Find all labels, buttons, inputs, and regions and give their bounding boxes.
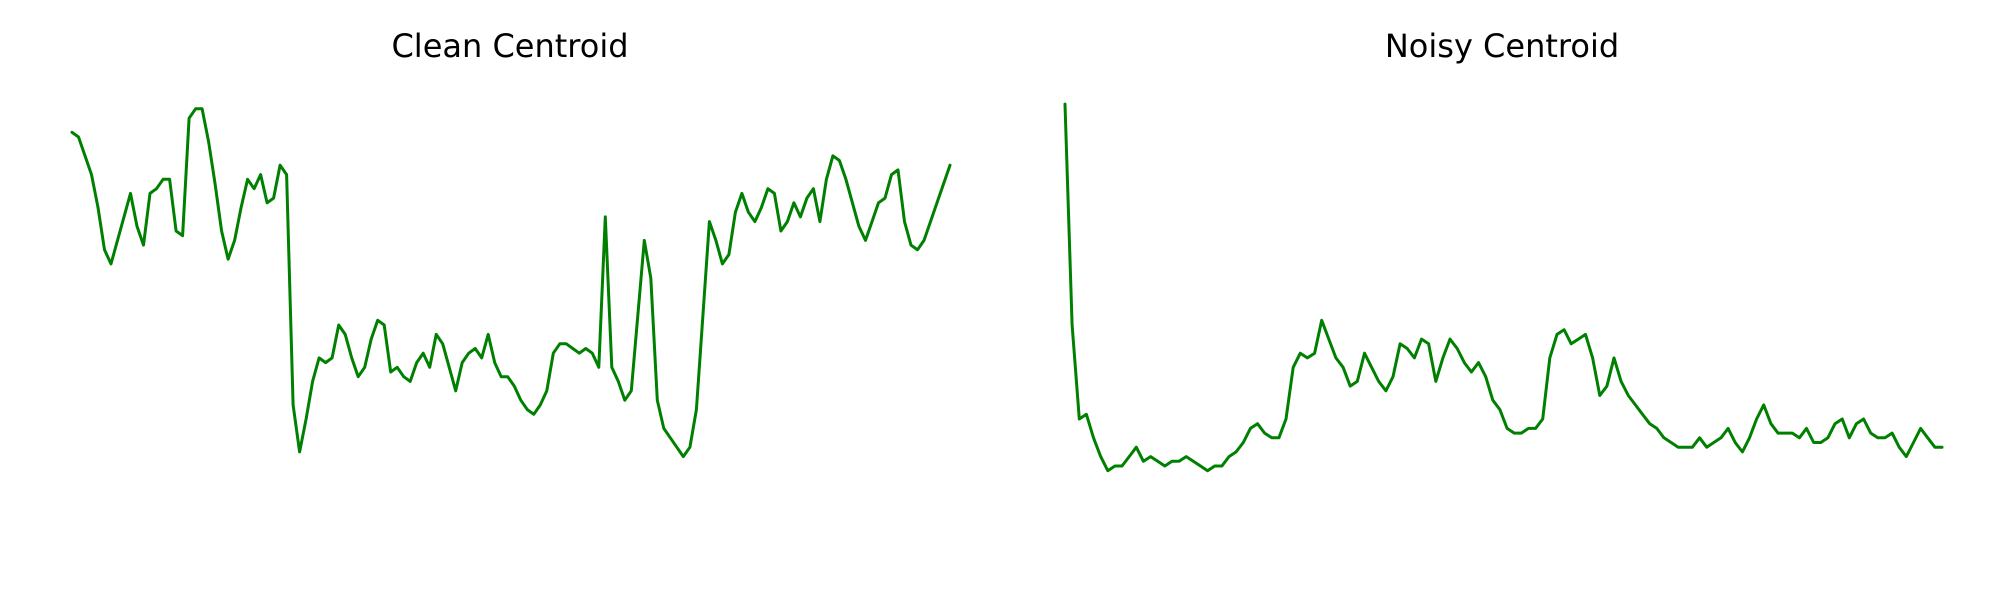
chart-title-clean-centroid: Clean Centroid	[391, 27, 628, 65]
series-line-clean-centroid	[70, 107, 952, 459]
chart-panel-noisy-centroid: Noisy Centroid	[1063, 27, 1944, 473]
chart-title-noisy-centroid: Noisy Centroid	[1385, 27, 1619, 65]
chart-panel-clean-centroid: Clean Centroid	[70, 27, 952, 459]
series-line-noisy-centroid	[1063, 102, 1944, 473]
